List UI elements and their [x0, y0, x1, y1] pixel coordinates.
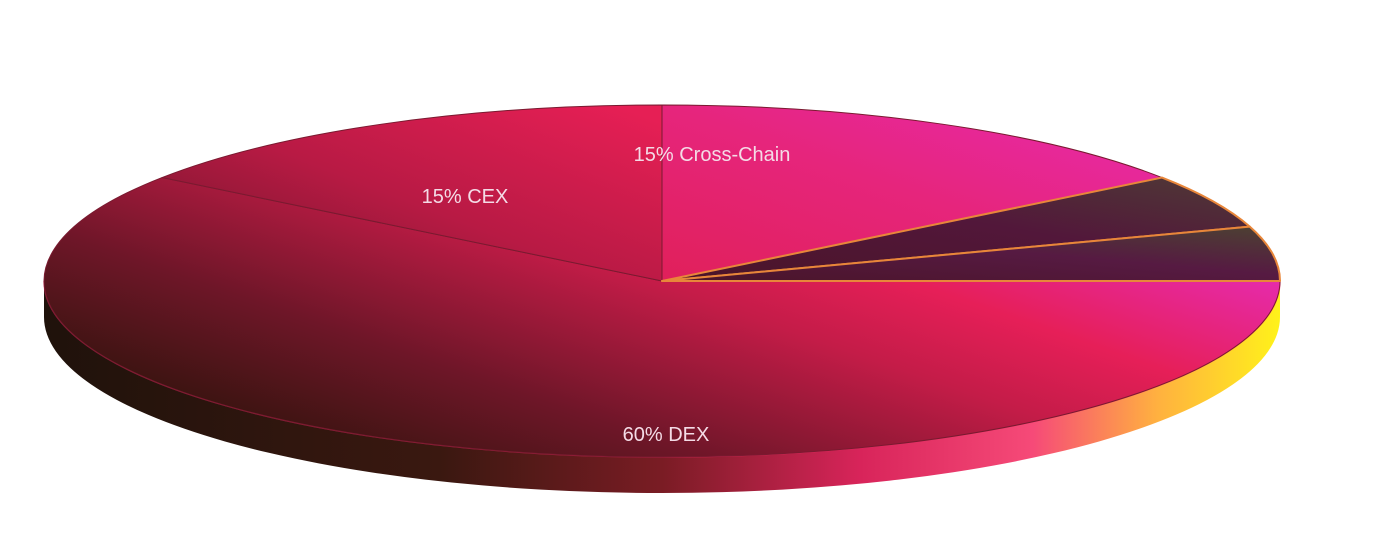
pie-slice-cross-chain-label: 15% Cross-Chain	[634, 144, 791, 166]
pie-slice-cross-chain	[661, 104, 1163, 282]
pie-slice-other-2	[661, 225, 1281, 282]
pie-slice-cex-label: 15% CEX	[422, 186, 509, 208]
pie-slice-dex	[43, 177, 1281, 458]
pie-slice-dex-label: 60% DEX	[623, 424, 710, 446]
pie-slice-other-1	[661, 176, 1251, 282]
pie-slice-cex	[161, 104, 663, 282]
pie-side-surface	[44, 281, 1280, 493]
